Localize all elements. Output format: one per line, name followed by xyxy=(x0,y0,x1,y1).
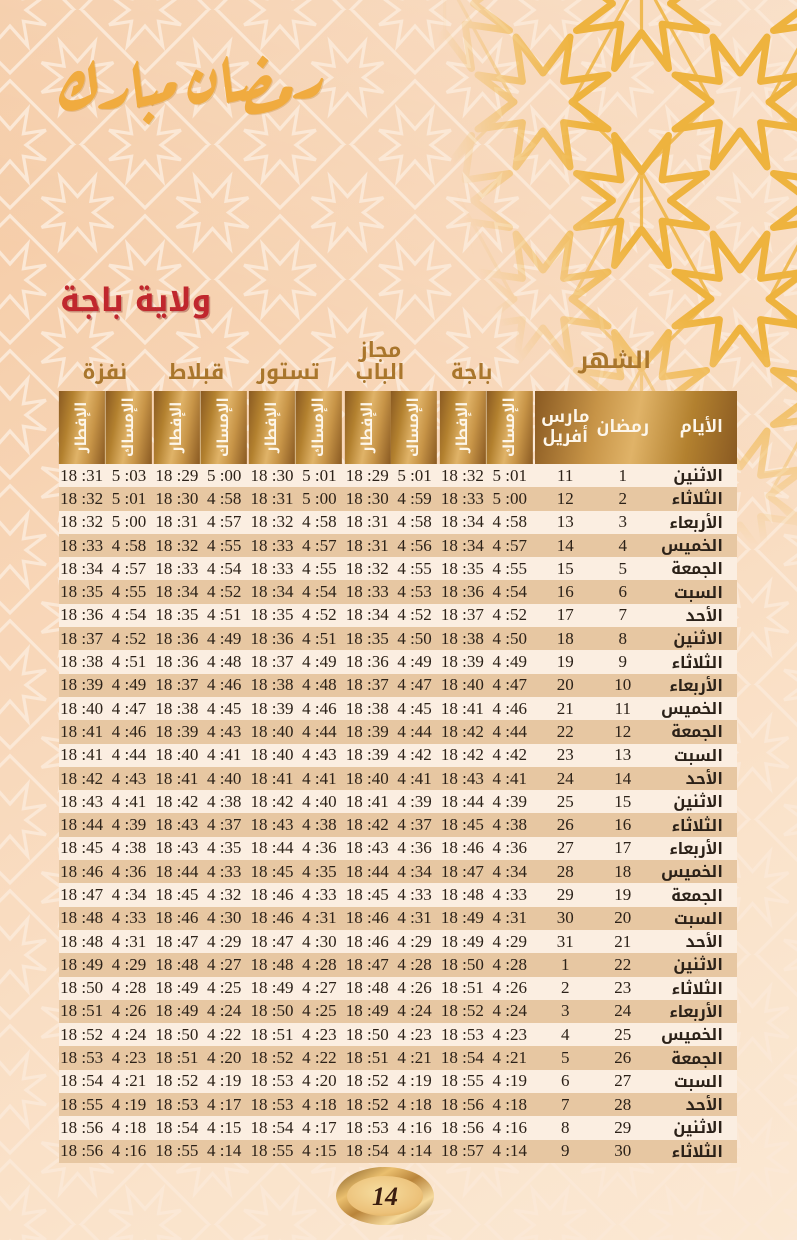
svg-text:14: 14 xyxy=(372,1182,398,1211)
